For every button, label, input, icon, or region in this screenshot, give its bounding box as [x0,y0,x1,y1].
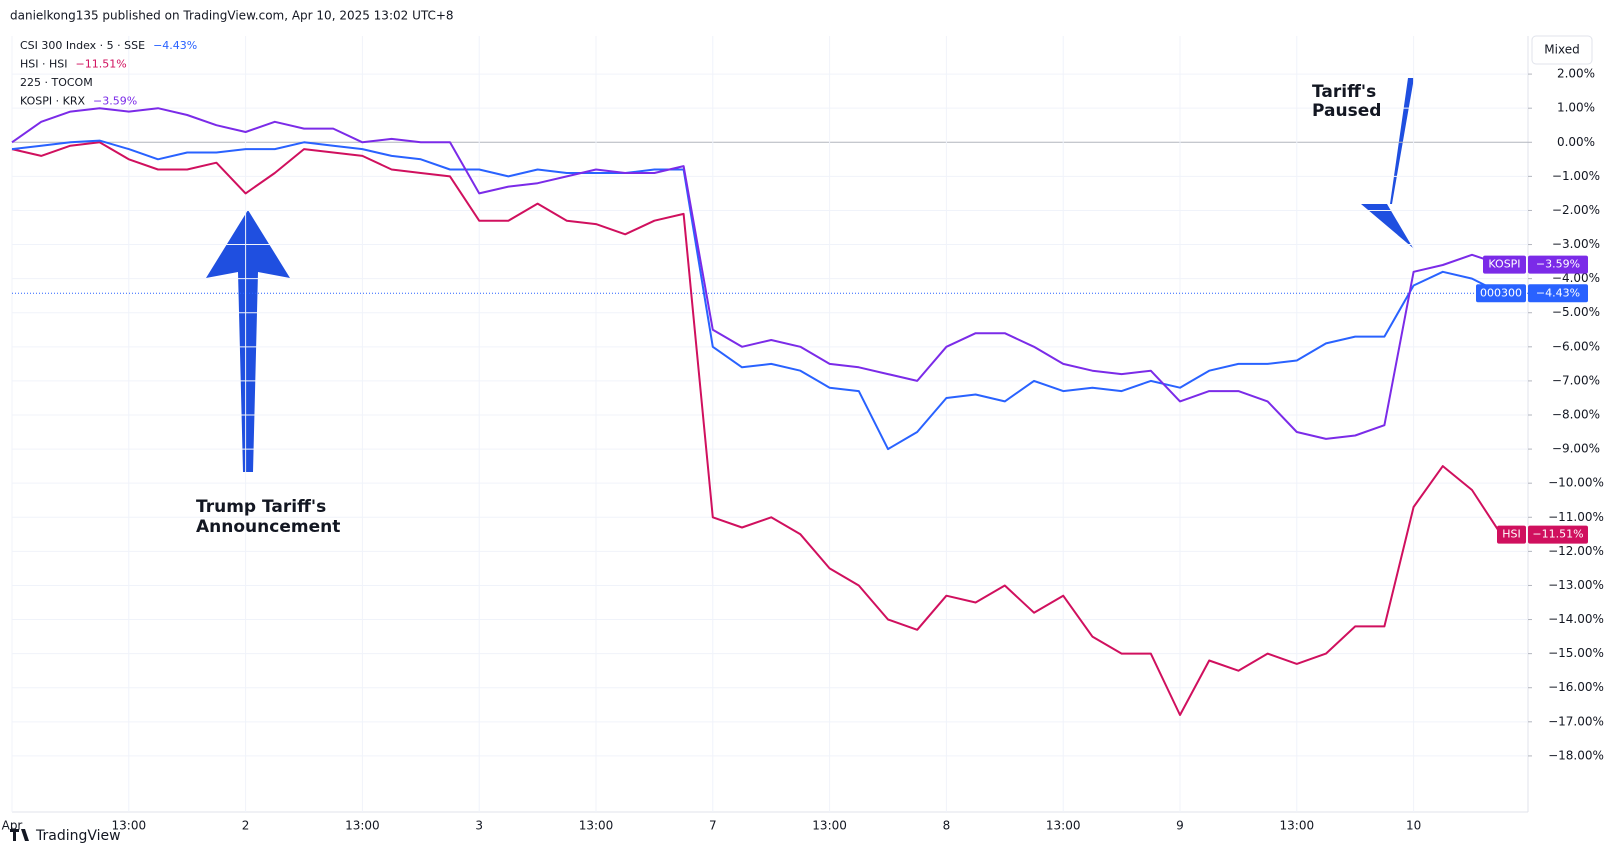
footer-brand: TradingView [35,828,121,844]
series-line [11,107,1502,440]
y-tick-label: −6.00% [1552,339,1600,353]
x-tick-label: 8 [943,819,951,833]
annotation: Trump Tariff's Announcement [196,497,340,537]
legend-entry: 225 · TOCOM [20,76,93,89]
price-tag-name-bg [1476,284,1526,303]
annotation: Tariff's Paused [1312,82,1381,121]
price-tag-value-bg [1528,284,1588,303]
y-tick-label: −1.00% [1552,169,1600,183]
y-tick-label: −18.00% [1548,748,1604,762]
legend: CSI 300 Index · 5 · SSE −4.43% HSI · HSI −1… [20,39,197,108]
series-line [11,141,1503,716]
y-tick-label: −2.00% [1552,203,1600,217]
y-tick-label: 2.00% [1557,67,1595,81]
x-tick-label: 13:00 [1046,819,1081,833]
y-tick-label: −8.00% [1552,408,1600,422]
x-tick-label: 13:00 [579,819,614,833]
legend-entry: KOSPI · KRX [20,95,85,108]
scale-mode-button[interactable] [1531,35,1593,65]
x-tick-label: 13:00 [1280,819,1315,833]
y-tick-label: −5.00% [1552,305,1600,319]
price-tag-name: 000300 [1480,286,1522,299]
arrow-up [206,210,290,472]
y-tick-label: −4.00% [1552,271,1600,285]
x-tick-label: 13:00 [812,819,847,833]
legend-change: −4.43% [153,39,197,52]
scale-mode-label[interactable]: Mixed [1544,43,1579,57]
price-tag-value: −3.59% [1536,258,1580,271]
footer-logo [10,829,29,841]
y-tick-label: −3.00% [1552,237,1600,251]
y-tick-label: −14.00% [1548,612,1604,626]
arrow-down [1361,78,1414,248]
y-tick-label: 1.00% [1557,101,1595,115]
x-tick-label: 10 [1406,819,1421,833]
price-tag-value: −11.51% [1532,528,1583,541]
legend-change: −11.51% [76,58,127,71]
y-tick-label: −11.00% [1548,510,1604,524]
price-tag-value-bg [1528,525,1588,544]
price-tag-name-bg [1483,255,1526,274]
price-tag-value-bg [1528,255,1588,274]
header: danielkong135 published on TradingView.c… [10,9,454,23]
annotation-line: Tariff's [1312,82,1376,102]
y-tick-label: −10.00% [1548,476,1604,490]
y-tick-label: 0.00% [1557,135,1595,149]
price-tag-name-bg [1497,525,1526,544]
y-tick-label: −17.00% [1548,714,1604,728]
annotation-line: Announcement [196,517,340,537]
x-tick-label: 2 [242,819,250,833]
y-tick-label: −9.00% [1552,442,1600,456]
x-tick-label: 3 [475,819,483,833]
y-tick-label: −16.00% [1548,680,1604,694]
legend-change: −3.59% [93,95,137,108]
y-tick-label: −15.00% [1548,646,1604,660]
x-tick-label: 9 [1176,819,1184,833]
price-tag: 000300 −4.43% [1476,284,1588,303]
legend-entry: CSI 300 Index · 5 · SSE [20,39,145,52]
y-tick-label: −13.00% [1548,578,1604,592]
y-tick-label: −12.00% [1548,544,1604,558]
price-tag: KOSPI −3.59% [1483,255,1588,274]
annotation-line: Paused [1312,101,1381,121]
x-tick-label: 13:00 [345,819,380,833]
price-tag-name: HSI [1502,528,1521,541]
price-tag: HSI −11.51% [1497,525,1588,544]
legend-entry: HSI · HSI [20,58,68,71]
price-tag-name: KOSPI [1488,258,1520,271]
x-tick-label: 7 [709,819,717,833]
annotation-line: Trump Tariff's [196,497,326,517]
price-tag-value: −4.43% [1536,286,1580,299]
series-line [11,139,1502,451]
x-tick-label: 13:00 [112,819,147,833]
y-tick-label: −7.00% [1552,373,1600,387]
